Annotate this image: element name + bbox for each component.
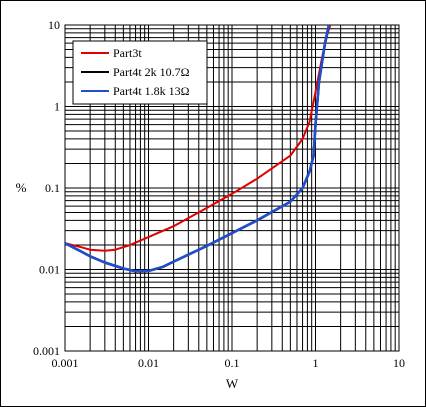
legend-label: Part4t 2k 10.7Ω [113,65,190,79]
series-line-3 [65,25,331,273]
legend-label: Part4t 1.8k 13Ω [113,84,190,98]
y-tick-label: 0.1 [45,181,60,195]
y-tick-label: 10 [48,18,60,32]
legend: Part3t Part4t 2k 10.7Ω Part4t 1.8k 13Ω [72,40,208,105]
x-tick-label: 0.01 [138,356,159,370]
plot-border [64,24,400,352]
tick-labels: 0.001 0.01 0.1 1 10 0.001 0.01 0.1 1 10 [33,18,405,370]
x-tick-label: 10 [393,356,405,370]
x-tick-label: 0.1 [225,356,240,370]
x-tick-label: 1 [313,356,319,370]
y-tick-label: 0.01 [39,263,60,277]
x-tick-label: 0.001 [52,356,79,370]
y-axis-title: % [16,180,27,195]
legend-label: Part3t [113,46,142,60]
y-tick-label: 0.001 [33,344,60,358]
x-axis-title: W [226,376,239,391]
series-line-1 [65,25,332,252]
series-layer [65,25,332,273]
y-tick-label: 1 [54,100,60,114]
